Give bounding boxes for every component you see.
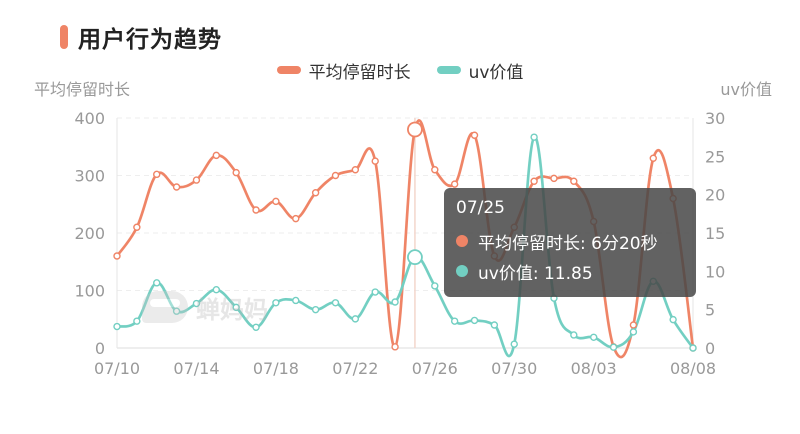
legend-swatch-series2 xyxy=(436,66,461,74)
data-point-series1 xyxy=(192,176,201,184)
x-tick-label: 08/03 xyxy=(571,359,617,378)
data-point-series2 xyxy=(570,331,578,339)
x-tick-label: 08/08 xyxy=(670,359,716,378)
data-point-series2 xyxy=(252,323,260,331)
data-point-series2 xyxy=(133,317,141,325)
tooltip-text-series2: uv价值: 11.85 xyxy=(478,263,593,284)
x-tick-label: 07/26 xyxy=(412,359,458,378)
data-point-series1 xyxy=(371,157,379,165)
y-axis-left-title: 平均停留时长 xyxy=(34,80,131,99)
tooltip-date: 07/25 xyxy=(456,198,505,218)
y-tick-right-label: 20 xyxy=(705,186,725,205)
y-axis-right-title: uv价值 xyxy=(720,80,772,99)
data-point-series2 xyxy=(629,328,638,336)
tooltip-dot-series1 xyxy=(456,235,468,247)
watermark-text: 蝉妈妈 xyxy=(196,295,268,324)
data-point-series2 xyxy=(589,333,598,341)
data-point-series2 xyxy=(371,288,379,296)
chart-title: 用户行为趋势 xyxy=(78,27,222,53)
y-tick-left-label: 0 xyxy=(95,339,105,358)
y-tick-right-label: 30 xyxy=(705,109,725,128)
data-point-series1 xyxy=(153,170,161,179)
data-point-series1 xyxy=(450,180,459,188)
data-point-series1 xyxy=(232,168,240,177)
data-point-series2 xyxy=(407,249,423,266)
x-tick-label: 07/10 xyxy=(94,359,140,378)
data-point-series2 xyxy=(450,317,459,325)
tooltip: 07/25 平均停留时长: 6分20秒 uv价值: 11.85 xyxy=(444,188,696,297)
tooltip-row-series2: uv价值: 11.85 xyxy=(456,256,684,286)
data-point-series2 xyxy=(331,299,340,307)
data-point-series1 xyxy=(272,197,280,206)
legend-swatch-series1 xyxy=(276,66,301,74)
y-tick-right-label: 25 xyxy=(705,147,725,166)
watermark: 蝉妈妈 xyxy=(142,284,268,330)
data-point-series1 xyxy=(252,206,260,214)
data-point-series2 xyxy=(490,321,499,329)
data-point-series1 xyxy=(550,174,558,183)
data-point-series2 xyxy=(510,340,518,348)
y-tick-left-label: 300 xyxy=(74,167,105,186)
legend-label-series1: 平均停留时长 xyxy=(308,62,411,83)
x-tick-label: 07/30 xyxy=(491,359,537,378)
data-point-series2 xyxy=(351,315,360,323)
data-point-series2 xyxy=(431,282,439,290)
y-tick-right-label: 5 xyxy=(705,301,715,320)
cicada-logo-icon xyxy=(142,291,188,323)
data-point-series1 xyxy=(331,171,340,180)
data-point-series1 xyxy=(391,343,399,351)
legend-item-series1[interactable]: 平均停留时长 xyxy=(276,58,411,83)
legend-item-series2[interactable]: uv价值 xyxy=(436,58,524,83)
title-marker xyxy=(60,25,68,49)
data-point-series1 xyxy=(212,151,221,160)
data-point-series2 xyxy=(212,286,221,294)
data-point-series1 xyxy=(292,214,300,223)
data-point-series2 xyxy=(172,307,181,315)
data-point-series2 xyxy=(669,315,677,324)
data-point-series1 xyxy=(133,223,141,231)
data-point-series1 xyxy=(470,131,479,139)
data-point-series2 xyxy=(232,303,240,312)
y-tick-left-label: 400 xyxy=(74,109,105,128)
data-point-series1 xyxy=(629,321,638,329)
data-point-series1 xyxy=(311,189,320,197)
data-point-series2 xyxy=(192,299,201,308)
x-tick-label: 07/22 xyxy=(332,359,378,378)
y-tick-right-label: 0 xyxy=(705,339,715,358)
data-point-series1 xyxy=(407,121,423,138)
data-point-series1 xyxy=(172,183,181,191)
data-point-series1 xyxy=(431,166,439,174)
x-tick-label: 07/14 xyxy=(173,359,219,378)
data-point-series1 xyxy=(113,252,121,260)
tooltip-text-series1: 平均停留时长: 6分20秒 xyxy=(478,233,658,254)
data-point-series2 xyxy=(470,316,479,325)
data-point-series1 xyxy=(530,177,538,185)
legend: 平均停留时长 uv价值 xyxy=(0,58,800,83)
data-point-series1 xyxy=(649,154,657,162)
y-tick-right-label: 15 xyxy=(705,224,725,243)
legend-label-series2: uv价值 xyxy=(468,62,524,83)
x-tick-label: 07/18 xyxy=(253,359,299,378)
data-point-series2 xyxy=(311,305,320,314)
data-point-series2 xyxy=(153,279,161,287)
chart-title-area: 用户行为趋势 xyxy=(60,22,222,53)
y-tick-right-label: 10 xyxy=(705,262,725,281)
data-point-series2 xyxy=(530,133,538,141)
data-point-series2 xyxy=(689,344,697,352)
data-point-series1 xyxy=(570,177,578,185)
data-point-series1 xyxy=(351,166,360,174)
y-tick-left-label: 200 xyxy=(74,224,105,243)
data-point-series2 xyxy=(113,322,121,331)
tooltip-dot-series2 xyxy=(456,265,468,277)
y-tick-left-label: 100 xyxy=(74,282,105,301)
data-point-series2 xyxy=(609,343,618,351)
data-point-series2 xyxy=(272,299,280,307)
data-point-series2 xyxy=(292,296,300,305)
data-point-series2 xyxy=(391,298,399,306)
tooltip-row-series1: 平均停留时长: 6分20秒 xyxy=(456,226,684,256)
